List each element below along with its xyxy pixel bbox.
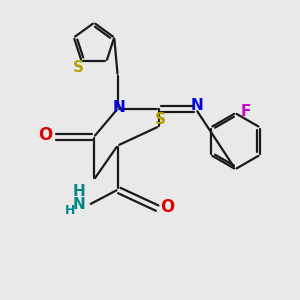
Text: S: S [73, 59, 84, 74]
Text: H: H [65, 204, 76, 217]
Text: S: S [155, 112, 166, 127]
Text: N: N [191, 98, 203, 113]
Text: H: H [73, 184, 86, 199]
Text: F: F [241, 104, 251, 119]
Text: N: N [73, 197, 86, 212]
Text: N: N [113, 100, 125, 115]
Text: O: O [38, 126, 52, 144]
Text: O: O [160, 198, 175, 216]
